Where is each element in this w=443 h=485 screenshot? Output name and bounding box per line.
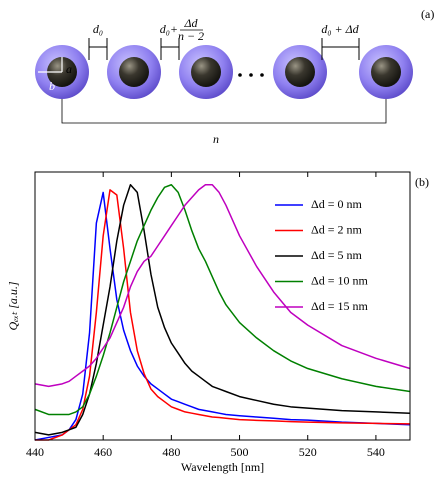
x-tick-label: 540 <box>367 445 385 459</box>
plot-frame <box>34 171 411 441</box>
gap-denominator: n − 2 <box>178 29 204 43</box>
legend-label: Δd = 10 nm <box>311 273 368 287</box>
panel-label: (a) <box>421 7 434 21</box>
outer-radius: b <box>49 79 55 93</box>
core <box>371 57 401 87</box>
gap-label: d₀ + Δd <box>321 22 359 36</box>
series-line <box>34 184 411 436</box>
ellipsis-dot <box>260 73 264 77</box>
gap-arrows <box>88 38 360 60</box>
x-axis-label: Wavelength [nm] <box>181 460 264 474</box>
count-label: n <box>213 132 219 146</box>
count-bracket <box>61 99 387 124</box>
ellipsis-dot <box>249 73 253 77</box>
gap-label: d₀+ <box>160 22 178 36</box>
diagram: (a) a b d₀ d₀+ Δd n − 2 d₀ + Δd n <box>35 7 434 146</box>
x-tick-label: 480 <box>162 445 180 459</box>
gap-numerator: Δd <box>183 16 198 30</box>
series-line <box>34 184 411 416</box>
y-axis-label: Qₑₓₜ [a.u.] <box>6 281 20 330</box>
series-line <box>34 191 411 441</box>
inner-radius: a <box>66 62 72 76</box>
spheres <box>35 45 413 99</box>
chart: 440 460 480 500 520 540 Wavelength [nm] Qₑₓₜ [a… <box>6 171 429 474</box>
ellipsis-dot <box>238 73 242 77</box>
gap-label: d₀ <box>93 22 103 36</box>
panel-label: (b) <box>415 175 429 189</box>
core <box>285 57 315 87</box>
x-tick-label: 520 <box>299 445 317 459</box>
legend-label: Δd = 2 nm <box>311 222 362 236</box>
x-tick-label: 440 <box>26 445 44 459</box>
core <box>119 57 149 87</box>
legend-label: Δd = 0 nm <box>311 197 362 211</box>
series-line <box>35 189 411 441</box>
x-tick-label: 500 <box>231 445 249 459</box>
legend-label: Δd = 15 nm <box>311 299 368 313</box>
x-tick-label: 460 <box>94 445 112 459</box>
radius-lines <box>38 57 63 73</box>
series-line <box>34 184 411 388</box>
legend-label: Δd = 5 nm <box>311 248 362 262</box>
core <box>191 57 221 87</box>
